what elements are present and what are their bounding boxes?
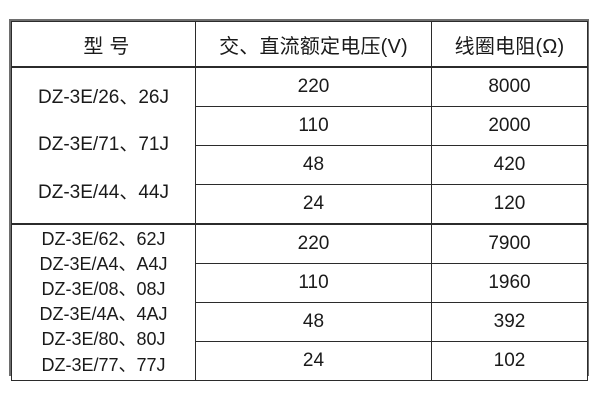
- voltage-value: 48: [195, 145, 432, 185]
- table-row: 110 2000: [12, 106, 588, 146]
- spec-table-container: 型 号 交、直流额定电压(V) 线圈电阻(Ω) DZ-3E/26、26J DZ-…: [9, 19, 589, 381]
- resistance-value: 102: [431, 341, 588, 381]
- model-line: DZ-3E/77、77J: [41, 354, 166, 375]
- model-line: DZ-3E/26、26J: [38, 86, 169, 108]
- table-body: DZ-3E/26、26J DZ-3E/71、71J DZ-3E/44、44J 2…: [11, 66, 588, 381]
- header-row: 型 号 交、直流额定电压(V) 线圈电阻(Ω): [11, 21, 588, 68]
- table-row: 48 392: [12, 302, 588, 342]
- table-row: 24 120: [12, 184, 588, 225]
- voltage-value: 24: [195, 341, 432, 381]
- resistance-value: 120: [431, 184, 588, 225]
- table-row: 110 1960: [12, 263, 588, 303]
- voltage-value: 110: [195, 106, 432, 146]
- model-line: DZ-3E/62、62J: [41, 228, 166, 249]
- resistance-value: 7900: [431, 223, 588, 264]
- resistance-value: 8000: [431, 66, 588, 107]
- model-line-stack: DZ-3E/62、62J DZ-3E/A4、A4J DZ-3E/08、08J D…: [12, 225, 195, 380]
- resistance-value: 2000: [431, 106, 588, 146]
- model-line: DZ-3E/08、08J: [41, 279, 166, 300]
- model-line: DZ-3E/4A、4AJ: [39, 304, 168, 325]
- resistance-value: 1960: [431, 263, 588, 303]
- resistance-value: 392: [431, 302, 588, 342]
- resistance-value: 420: [431, 145, 588, 185]
- table-row: DZ-3E/62、62J DZ-3E/A4、A4J DZ-3E/08、08J D…: [11, 223, 588, 381]
- table-row: DZ-3E/26、26J DZ-3E/71、71J DZ-3E/44、44J 2…: [11, 66, 588, 225]
- model-line: DZ-3E/71、71J: [38, 134, 169, 156]
- voltage-value: 24: [195, 184, 432, 225]
- voltage-value: 220: [195, 66, 432, 107]
- voltage-value: 110: [195, 263, 432, 303]
- table-header: 型 号 交、直流额定电压(V) 线圈电阻(Ω): [11, 21, 588, 68]
- relay-spec-table: 型 号 交、直流额定电压(V) 线圈电阻(Ω) DZ-3E/26、26J DZ-…: [11, 21, 588, 381]
- voltage-value: 220: [195, 223, 432, 264]
- column-header-model: 型 号: [11, 21, 196, 68]
- model-group-cell-1: DZ-3E/26、26J DZ-3E/71、71J DZ-3E/44、44J: [11, 66, 196, 225]
- column-header-resistance: 线圈电阻(Ω): [431, 21, 588, 68]
- model-line: DZ-3E/44、44J: [38, 181, 169, 203]
- column-header-voltage: 交、直流额定电压(V): [195, 21, 432, 68]
- table-row: 48 420: [12, 145, 588, 185]
- model-group-cell-2: DZ-3E/62、62J DZ-3E/A4、A4J DZ-3E/08、08J D…: [11, 223, 196, 381]
- model-line: DZ-3E/A4、A4J: [39, 254, 168, 275]
- model-line: DZ-3E/80、80J: [41, 329, 166, 350]
- voltage-value: 48: [195, 302, 432, 342]
- model-line-stack: DZ-3E/26、26J DZ-3E/71、71J DZ-3E/44、44J: [12, 68, 195, 223]
- table-row: 24 102: [12, 341, 588, 381]
